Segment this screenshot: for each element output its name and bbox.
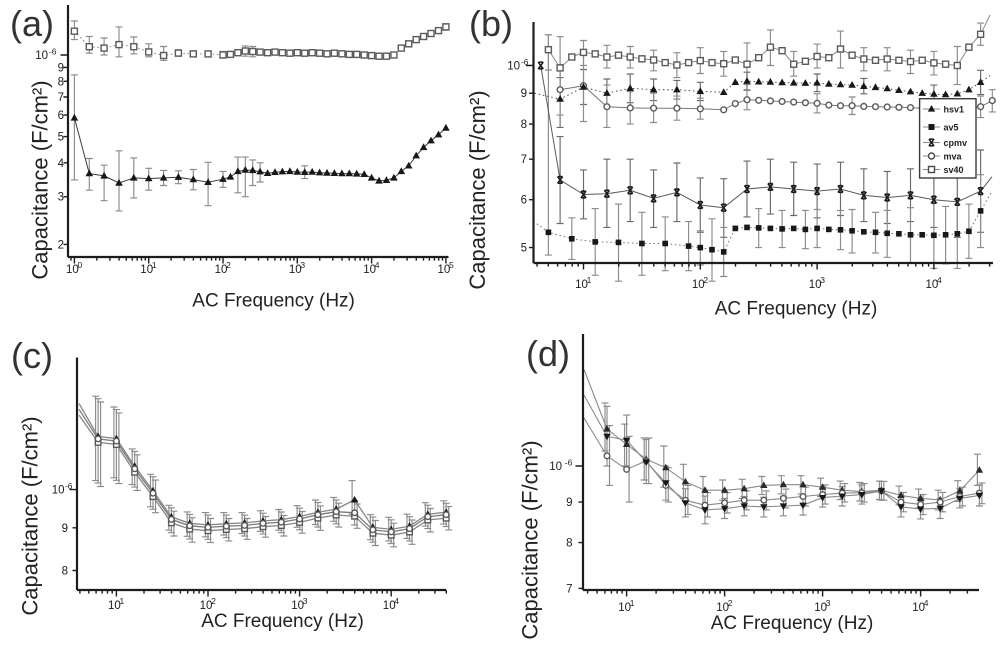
svg-text:sv40: sv40 (944, 165, 964, 175)
svg-text:2: 2 (211, 596, 216, 606)
svg-text:1: 1 (587, 275, 592, 285)
svg-text:7: 7 (566, 583, 572, 595)
svg-text:mva: mva (944, 152, 963, 162)
svg-text:10: 10 (618, 602, 631, 614)
svg-text:10: 10 (692, 279, 705, 291)
svg-text:-6: -6 (565, 458, 573, 468)
svg-text:9: 9 (521, 88, 527, 100)
svg-text:8: 8 (62, 566, 68, 578)
svg-text:AC Frequency (Hz): AC Frequency (Hz) (192, 291, 355, 312)
svg-text:10: 10 (52, 485, 65, 497)
svg-text:5: 5 (521, 243, 527, 255)
svg-text:10: 10 (140, 264, 153, 276)
svg-text:9: 9 (58, 62, 64, 74)
svg-text:-6: -6 (49, 47, 57, 57)
svg-text:2: 2 (226, 260, 231, 270)
svg-text:6: 6 (521, 195, 527, 207)
svg-text:7: 7 (521, 154, 527, 166)
svg-text:(d): (d) (526, 333, 570, 374)
svg-text:10: 10 (200, 600, 213, 612)
svg-text:hsv1: hsv1 (944, 105, 965, 115)
svg-text:AC Frequency (Hz): AC Frequency (Hz) (715, 299, 878, 320)
svg-text:5: 5 (449, 260, 454, 270)
svg-text:10: 10 (438, 264, 451, 276)
svg-text:10: 10 (35, 50, 48, 62)
svg-text:AC Frequency (Hz): AC Frequency (Hz) (711, 613, 874, 634)
svg-text:1: 1 (630, 598, 635, 608)
svg-text:10: 10 (108, 600, 121, 612)
svg-text:10: 10 (912, 602, 925, 614)
svg-text:8: 8 (521, 119, 527, 131)
svg-text:Capacitance (F/cm²): Capacitance (F/cm²) (28, 80, 53, 279)
svg-text:10: 10 (507, 61, 520, 73)
svg-text:2: 2 (703, 275, 708, 285)
svg-text:av5: av5 (944, 123, 959, 133)
svg-text:7: 7 (58, 92, 64, 104)
svg-text:1: 1 (120, 596, 125, 606)
svg-text:10: 10 (809, 279, 822, 291)
svg-text:3: 3 (826, 598, 831, 608)
svg-text:4: 4 (937, 275, 942, 285)
svg-text:-6: -6 (65, 481, 73, 491)
svg-text:4: 4 (375, 260, 380, 270)
svg-text:cpmv: cpmv (944, 138, 968, 148)
svg-text:Capacitance (F/cm²): Capacitance (F/cm²) (18, 416, 43, 615)
svg-text:10: 10 (66, 264, 79, 276)
svg-text:-6: -6 (521, 57, 529, 67)
svg-text:1: 1 (152, 260, 157, 270)
svg-text:(a): (a) (10, 3, 54, 44)
svg-text:4: 4 (58, 158, 65, 170)
svg-text:10: 10 (549, 461, 562, 473)
svg-text:AC Frequency (Hz): AC Frequency (Hz) (201, 611, 364, 632)
svg-text:2: 2 (58, 239, 64, 251)
svg-text:(b): (b) (469, 3, 513, 44)
svg-text:8: 8 (566, 538, 572, 550)
svg-text:10: 10 (383, 600, 396, 612)
svg-text:3: 3 (300, 260, 305, 270)
svg-text:Capacitance (F/cm²): Capacitance (F/cm²) (518, 440, 543, 639)
svg-text:10: 10 (716, 602, 729, 614)
svg-text:10: 10 (363, 264, 376, 276)
svg-text:3: 3 (303, 596, 308, 606)
svg-text:8: 8 (58, 76, 64, 88)
svg-text:10: 10 (814, 602, 827, 614)
svg-text:0: 0 (78, 260, 83, 270)
svg-text:10: 10 (291, 600, 304, 612)
svg-text:10: 10 (926, 279, 939, 291)
svg-text:4: 4 (394, 596, 399, 606)
svg-text:10: 10 (289, 264, 302, 276)
svg-text:(c): (c) (11, 335, 53, 376)
svg-text:2: 2 (728, 598, 733, 608)
svg-text:3: 3 (820, 275, 825, 285)
svg-text:Capacitance (F/cm²): Capacitance (F/cm²) (465, 90, 490, 289)
svg-text:10: 10 (215, 264, 228, 276)
svg-text:4: 4 (924, 598, 929, 608)
svg-text:9: 9 (566, 497, 572, 509)
svg-text:3: 3 (58, 192, 64, 204)
svg-text:6: 6 (58, 110, 64, 122)
svg-text:9: 9 (62, 523, 68, 535)
svg-text:5: 5 (58, 132, 64, 144)
svg-text:10: 10 (575, 279, 588, 291)
